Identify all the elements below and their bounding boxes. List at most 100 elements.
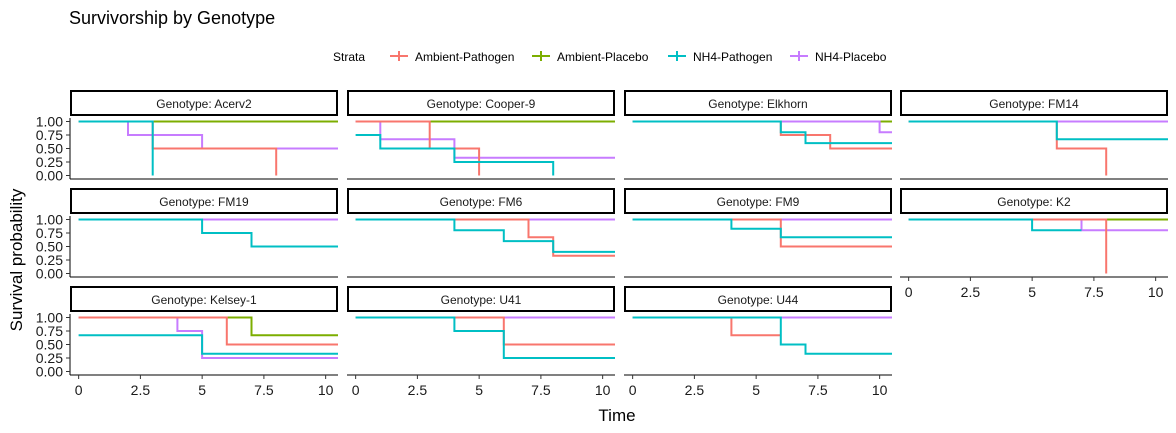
strip-box xyxy=(900,188,1168,214)
legend-label: Ambient-Pathogen xyxy=(415,50,514,64)
panel-u44: Genotype: U44 0 2.5 5 7.5 10 xyxy=(624,286,892,398)
series-nh4-pathogen xyxy=(355,218,615,253)
x-tick-label: 2.5 xyxy=(408,382,428,398)
series-nh4-pathogen xyxy=(632,218,892,239)
series-ambient-pathogen xyxy=(632,120,892,150)
x-tick-label: 7.5 xyxy=(1084,284,1104,300)
x-tick-label: 10 xyxy=(1148,284,1164,300)
y-tick-label: 0.25 xyxy=(36,154,63,170)
legend: Strata Ambient-Pathogen Ambient-Placebo NH… xyxy=(333,50,887,64)
series-nh4-placebo xyxy=(78,316,338,359)
panel-cooper-9: Genotype: Cooper-9 xyxy=(347,90,615,180)
y-tick-label: 1.00 xyxy=(36,310,63,326)
strip-label: Genotype: FM9 xyxy=(717,195,800,209)
series-nh4-placebo xyxy=(908,218,1168,232)
strip-label: Genotype: U41 xyxy=(441,293,522,307)
x-tick-label: 5 xyxy=(752,382,760,398)
strip-box xyxy=(624,188,892,214)
series-ambient-pathogen xyxy=(908,218,1108,274)
series-ambient-pathogen xyxy=(908,120,1108,176)
series-nh4-pathogen xyxy=(78,218,338,248)
facet-panels: Genotype: Acerv20.000.250.500.751.00Geno… xyxy=(36,90,1168,398)
x-tick-label: 10 xyxy=(872,382,888,398)
legend-label: NH4-Placebo xyxy=(815,50,887,64)
strip-label: Genotype: Cooper-9 xyxy=(427,97,536,111)
x-tick-label: 2.5 xyxy=(131,382,151,398)
y-tick-label: 0.50 xyxy=(36,141,63,157)
strip-label: Genotype: FM6 xyxy=(440,195,523,209)
panel-k2: Genotype: K2 0 2.5 5 7.5 10 xyxy=(900,188,1168,300)
series-nh4-pathogen xyxy=(632,316,892,355)
panel-fm19: Genotype: FM19 0.000.250.500.751.00 xyxy=(36,188,338,282)
strip-box xyxy=(70,286,338,312)
x-tick-label: 10 xyxy=(595,382,611,398)
strip-label: Genotype: FM19 xyxy=(159,195,249,209)
strip-box xyxy=(70,188,338,214)
x-tick-label: 0 xyxy=(629,382,637,398)
series-nh4-pathogen xyxy=(78,334,338,355)
y-tick-label: 0.25 xyxy=(36,252,63,268)
strip-box xyxy=(347,90,615,116)
strip-label: Genotype: Kelsey-1 xyxy=(151,293,257,307)
x-tick-label: 0 xyxy=(352,382,360,398)
panel-acerv2: Genotype: Acerv2 0.000.250.500.751.00 xyxy=(36,90,338,184)
x-tick-label: 10 xyxy=(318,382,334,398)
x-tick-label: 7.5 xyxy=(808,382,828,398)
chart-title: Survivorship by Genotype xyxy=(69,8,275,28)
x-tick-label: 5 xyxy=(475,382,483,398)
y-tick-label: 0.75 xyxy=(36,127,63,143)
series-nh4-placebo xyxy=(78,120,338,150)
series-ambient-pathogen xyxy=(355,218,615,257)
series-nh4-pathogen xyxy=(908,120,1168,141)
legend-item-ambient-placebo: Ambient-Placebo xyxy=(532,50,649,64)
y-tick-label: 0.75 xyxy=(36,323,63,339)
x-tick-label: 0 xyxy=(75,382,83,398)
x-tick-label: 7.5 xyxy=(254,382,274,398)
series-ambient-pathogen xyxy=(632,316,781,337)
series-nh4-pathogen xyxy=(78,120,154,176)
legend-item-nh4-placebo: NH4-Placebo xyxy=(790,50,887,64)
strip-label: Genotype: Acerv2 xyxy=(156,97,252,111)
x-tick-label: 5 xyxy=(198,382,206,398)
y-tick-label: 0.00 xyxy=(36,168,63,184)
x-tick-label: 2.5 xyxy=(685,382,705,398)
series-ambient-placebo xyxy=(78,316,338,337)
series-ambient-pathogen xyxy=(632,218,892,248)
legend-item-nh4-pathogen: NH4-Pathogen xyxy=(668,50,772,64)
x-tick-label: 2.5 xyxy=(961,284,981,300)
series-nh4-placebo xyxy=(355,120,615,159)
x-axis-title: Time xyxy=(598,406,635,425)
legend-label: Ambient-Placebo xyxy=(557,50,649,64)
strip-label: Genotype: FM14 xyxy=(989,97,1079,111)
panel-fm14: Genotype: FM14 xyxy=(900,90,1168,180)
strip-box xyxy=(624,286,892,312)
legend-item-ambient-pathogen: Ambient-Pathogen xyxy=(390,50,514,64)
panel-u41: Genotype: U41 0 2.5 5 7.5 10 xyxy=(347,286,615,398)
y-tick-label: 1.00 xyxy=(36,114,63,130)
legend-title: Strata xyxy=(333,50,365,64)
legend-label: NH4-Pathogen xyxy=(693,50,772,64)
strip-label: Genotype: U44 xyxy=(718,293,799,307)
strip-box xyxy=(900,90,1168,116)
panel-kelsey-1: Genotype: Kelsey-1 0.000.250.500.751.00 0 2… xyxy=(36,286,338,398)
y-tick-label: 0.25 xyxy=(36,350,63,366)
series-nh4-placebo xyxy=(632,120,892,134)
y-tick-label: 1.00 xyxy=(36,212,63,228)
y-tick-label: 0.50 xyxy=(36,337,63,353)
strip-box xyxy=(70,90,338,116)
panel-fm6: Genotype: FM6 xyxy=(347,188,615,278)
y-tick-label: 0.00 xyxy=(36,364,63,380)
x-tick-label: 0 xyxy=(905,284,913,300)
strip-box xyxy=(624,90,892,116)
series-nh4-pathogen xyxy=(355,134,555,176)
y-tick-label: 0.00 xyxy=(36,266,63,282)
panel-fm9: Genotype: FM9 xyxy=(624,188,892,278)
series-nh4-pathogen xyxy=(355,316,615,359)
x-tick-label: 5 xyxy=(1028,284,1036,300)
y-tick-label: 0.50 xyxy=(36,239,63,255)
panel-elkhorn: Genotype: Elkhorn xyxy=(624,90,892,180)
strip-label: Genotype: K2 xyxy=(997,195,1071,209)
strip-box xyxy=(347,286,615,312)
strip-label: Genotype: Elkhorn xyxy=(708,97,807,111)
